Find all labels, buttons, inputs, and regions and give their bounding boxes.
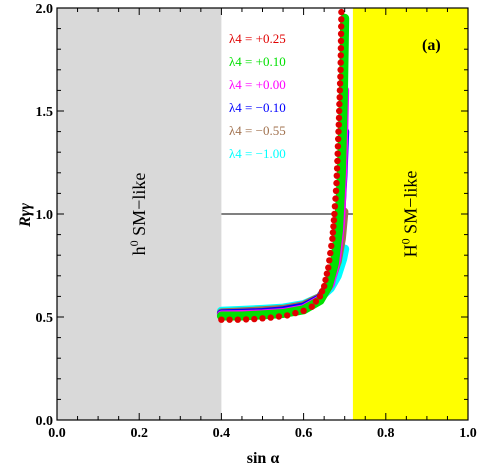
series-point [226, 316, 233, 323]
series-point [334, 150, 341, 157]
series-point [292, 309, 299, 317]
series-group [216, 8, 350, 323]
series-point [337, 66, 344, 74]
legend: λ4 = +0.25 λ4 = +0.10 λ4 = +0.00 λ4 = −0.10… [229, 31, 286, 161]
series-point [338, 23, 345, 30]
series-point [337, 59, 344, 66]
series-point [338, 8, 345, 16]
y-tick-label: 1.0 [36, 208, 54, 223]
series-point [335, 121, 342, 128]
series-point [333, 179, 340, 187]
series-point [284, 312, 291, 319]
series-point [234, 316, 241, 323]
series-point [337, 52, 344, 59]
series-point [332, 187, 340, 194]
x-tick-label: 0.0 [48, 426, 66, 441]
series-point [328, 242, 335, 250]
x-tick-label: 0.6 [295, 426, 313, 441]
series-point [337, 73, 344, 80]
series-point [335, 135, 342, 143]
series-point [336, 80, 344, 87]
series-point [322, 276, 329, 284]
series-point [337, 37, 345, 45]
series-point [318, 288, 326, 295]
x-tick-label: 0.8 [377, 426, 395, 441]
panel-label: (a) [422, 37, 441, 54]
legend-entry-4: λ4 = −0.55 [229, 123, 286, 138]
series-point [335, 114, 343, 122]
region-label-rest: SM−like [400, 171, 420, 239]
series-point [251, 315, 258, 323]
series-point [330, 217, 338, 224]
legend-entry-0: λ4 = +0.25 [229, 31, 286, 46]
region-label-main: h [129, 246, 149, 255]
y-axis-label: Rγγ [17, 203, 34, 228]
series-point [321, 282, 328, 290]
y-tick-label: 1.5 [36, 105, 54, 120]
legend-entry-5: λ4 = −1.00 [229, 146, 286, 161]
series-point [329, 229, 337, 236]
x-tick-label: 1.0 [459, 426, 477, 441]
ticks-group: 0.0 0.2 0.4 0.6 0.8 1.0 0.0 0.5 1.0 1.5 2.0 [36, 2, 477, 441]
region-label-sup: 0 [127, 240, 141, 246]
series-point [333, 172, 340, 179]
series-point [337, 45, 345, 52]
x-axis-label: sin α [247, 450, 280, 467]
series-point [218, 316, 225, 323]
series-point [331, 203, 339, 210]
series-point [242, 316, 250, 323]
y-tick-label: 0.0 [36, 414, 54, 429]
series-point [300, 307, 307, 314]
legend-entry-1: λ4 = +0.10 [229, 54, 286, 69]
region-label-sup: 0 [398, 238, 412, 244]
series-point [312, 298, 320, 305]
series-point [259, 315, 266, 322]
legend-entry-2: λ4 = +0.00 [229, 77, 286, 92]
series-point [327, 249, 334, 257]
x-tick-label: 0.4 [213, 426, 231, 441]
series-point [316, 293, 324, 300]
series-point [330, 223, 337, 230]
region-1 [352, 8, 468, 420]
series-point [308, 303, 315, 310]
region-0 [57, 8, 222, 420]
series-0 [218, 8, 345, 323]
region-label-0: h0 SM−like [127, 173, 149, 256]
series-point [336, 87, 344, 94]
series-point [326, 257, 333, 264]
series-point [325, 264, 332, 271]
series-point [275, 313, 283, 320]
series-point [336, 107, 343, 115]
region-label-main: H [400, 244, 420, 257]
series-point [329, 235, 336, 242]
legend-entry-3: λ4 = −0.10 [229, 100, 286, 115]
series-point [338, 16, 345, 23]
series-point [335, 128, 342, 135]
series-point [336, 94, 343, 101]
series-point [337, 30, 345, 37]
y-tick-label: 0.5 [36, 311, 54, 326]
series-point [334, 143, 342, 150]
series-point [334, 157, 341, 165]
series-point [331, 210, 338, 218]
series-point [267, 314, 274, 321]
y-tick-label: 2.0 [36, 2, 54, 17]
series-point [332, 195, 339, 202]
series-point [333, 165, 341, 172]
region-label-rest: SM−like [129, 173, 149, 241]
series-point [336, 100, 343, 108]
x-tick-label: 0.2 [130, 426, 148, 441]
series-point [323, 270, 331, 277]
region-label-1: H0 SM−like [398, 171, 420, 258]
